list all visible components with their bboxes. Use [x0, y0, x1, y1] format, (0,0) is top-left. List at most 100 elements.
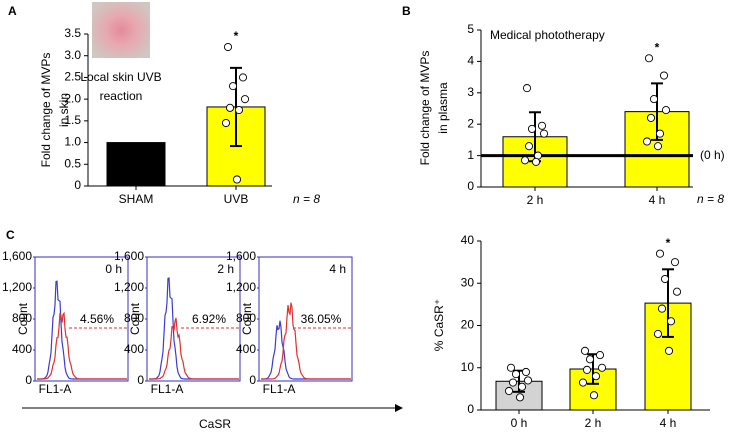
x-tick-label: UVB — [224, 192, 249, 206]
y-tick-label: 0 — [467, 402, 474, 416]
data-point — [225, 103, 235, 112]
data-point — [664, 346, 674, 355]
y-tick-label: 20 — [461, 318, 475, 332]
bar — [106, 142, 166, 187]
data-point — [642, 137, 652, 146]
y-tick-label: 0.5 — [64, 156, 81, 170]
y-axis-label: in skin — [57, 93, 71, 127]
data-point — [539, 129, 549, 138]
y-axis-label: Count — [240, 302, 254, 335]
data-point — [520, 156, 530, 165]
gate-label: 6.92% — [192, 312, 226, 326]
y-axis-label: Count — [16, 302, 30, 335]
data-point — [660, 274, 670, 284]
x-axis-label: FL1-A — [151, 382, 184, 396]
panel-time-label: 0 h — [105, 262, 122, 276]
y-tick-label: 4 — [467, 54, 474, 68]
data-point — [506, 363, 516, 372]
y-tick-label: 5 — [467, 22, 474, 36]
x-tick-label: 2 h — [585, 416, 602, 430]
y-tick-label: 0 — [74, 178, 81, 192]
data-point — [585, 355, 595, 364]
data-point — [653, 329, 663, 339]
x-tick-label: 4 h — [649, 193, 666, 207]
x-axis-label: CaSR — [199, 417, 231, 431]
data-point — [508, 378, 518, 387]
n-label: n = 8 — [293, 192, 320, 206]
x-tick-label: 2 h — [527, 193, 544, 207]
data-point — [670, 258, 680, 267]
y-tick-label: 0 — [467, 179, 474, 193]
data-point — [527, 124, 537, 133]
y-tick-label: 0 — [137, 373, 144, 387]
y-tick-label: 10 — [461, 360, 475, 374]
y-tick-label: 1.5 — [64, 113, 81, 127]
skin-photo — [92, 2, 150, 58]
data-point — [521, 367, 531, 377]
data-point — [649, 95, 659, 104]
data-point — [578, 378, 588, 387]
panel-time-label: 4 h — [329, 262, 346, 276]
data-point — [511, 370, 521, 379]
data-point — [653, 142, 663, 151]
data-point — [221, 118, 231, 128]
data-point — [661, 106, 671, 115]
y-tick-label: 1,600 — [114, 249, 144, 263]
data-point — [515, 393, 525, 402]
y-tick-label: 400 — [236, 342, 256, 356]
y-tick-label: 1 — [467, 148, 474, 162]
y-tick-label: 400 — [124, 342, 144, 356]
significance-mark: * — [666, 236, 671, 250]
chart-title: Medical phototherapy — [490, 28, 605, 42]
y-tick-label: 1,200 — [226, 280, 256, 294]
y-tick-label: 3.0 — [64, 48, 81, 62]
significance-mark: * — [234, 29, 239, 43]
data-point — [517, 382, 527, 391]
x-tick-label: 0 h — [511, 416, 528, 430]
y-tick-label: 1,200 — [114, 280, 144, 294]
data-point — [657, 304, 667, 313]
histogram-curve — [261, 320, 351, 380]
data-point — [582, 365, 592, 374]
data-point — [238, 73, 248, 82]
data-point — [531, 157, 541, 166]
gate-label: 36.05% — [301, 312, 342, 326]
data-point — [232, 175, 242, 184]
x-tick-label: 4 h — [660, 416, 677, 430]
data-point — [646, 113, 656, 122]
data-point — [595, 351, 605, 360]
data-point — [589, 391, 599, 400]
data-point — [672, 287, 682, 296]
significance-mark: * — [655, 40, 660, 54]
y-tick-label: 3 — [467, 85, 474, 99]
y-tick-label: 0 — [249, 373, 256, 387]
data-point — [655, 249, 665, 258]
reference-label: (0 h) — [700, 148, 725, 162]
panel-label: C — [6, 228, 15, 242]
y-tick-label: 1,600 — [2, 249, 32, 263]
panel-time-label: 2 h — [217, 262, 234, 276]
data-point — [591, 372, 601, 381]
y-tick-label: 1,200 — [2, 280, 32, 294]
y-tick-label: 2 — [467, 116, 474, 130]
x-axis-label: FL1-A — [263, 382, 296, 396]
y-tick-label: 400 — [12, 342, 32, 356]
data-point — [580, 346, 590, 355]
y-tick-label: 1.0 — [64, 135, 81, 149]
data-point — [659, 71, 669, 80]
data-point — [666, 317, 676, 326]
panel-label: A — [8, 4, 17, 18]
y-axis-label: Count — [128, 302, 142, 335]
y-axis-label: Fold change of MVPs — [418, 51, 432, 166]
data-point — [228, 82, 238, 91]
inset-label: reaction — [100, 89, 143, 103]
y-tick-label: 1,600 — [226, 249, 256, 263]
histogram-curve — [37, 311, 127, 380]
inset-label: Local skin UVB — [80, 70, 161, 84]
data-point — [223, 42, 233, 52]
y-tick-label: 800 — [12, 311, 32, 325]
y-tick-label: 30 — [461, 275, 475, 289]
x-tick-label: SHAM — [119, 192, 154, 206]
data-point — [597, 363, 607, 372]
y-tick-label: 3.5 — [64, 26, 81, 40]
